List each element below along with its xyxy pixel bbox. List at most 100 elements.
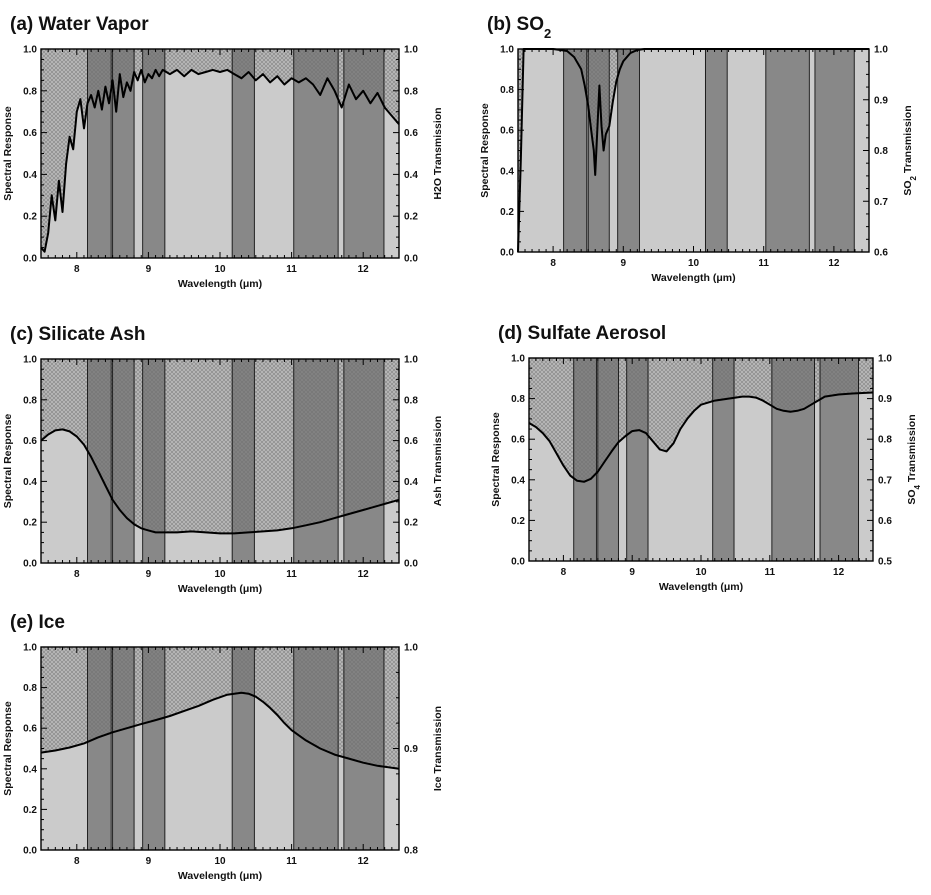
- y-tick-label: 0.4: [23, 477, 37, 488]
- chart-panel-1: (a) Water Vapor 8 9 10 11 12 0.0 0.2 0.4 0.6 0.8 1.…: [2, 14, 444, 290]
- x-tick-label: 12: [828, 258, 840, 269]
- x-tick-label: 11: [286, 856, 297, 867]
- y-tick-label: 0.0: [23, 254, 37, 265]
- y-tick-label: 0.2: [23, 805, 37, 816]
- x-tick-label: 11: [765, 567, 776, 578]
- y-tick-label: 0.0: [23, 846, 37, 857]
- chart-title: (e) Ice: [10, 612, 65, 633]
- y2-tick-label: 0.6: [878, 516, 892, 527]
- y2-tick-label: 1.0: [404, 45, 418, 56]
- y2-tick-label: 1.0: [404, 643, 418, 654]
- chart-panel-4: (d) Sulfate Aerosol 8 9 10 11 12 0.0 0.2 0.4 0.6 0…: [490, 323, 922, 593]
- channel-band-3: [626, 357, 649, 562]
- y-tick-label: 0.8: [500, 85, 514, 96]
- x-tick-label: 10: [695, 567, 707, 578]
- y2-tick-label: 0.0: [404, 559, 418, 570]
- panels: (a) Water Vapor 8 9 10 11 12 0.0 0.2 0.4 0.6 0.8 1.…: [2, 14, 922, 882]
- y-tick-label: 0.8: [23, 86, 37, 97]
- x-tick-label: 11: [286, 264, 297, 275]
- y2-tick-label: 0.6: [404, 128, 418, 139]
- channel-band-6: [814, 48, 855, 253]
- channel-band-6: [343, 48, 385, 259]
- channel-band-1: [573, 357, 597, 562]
- x-tick-label: 9: [621, 258, 627, 269]
- channel-band-1: [87, 646, 112, 851]
- y2-tick-label: 0.8: [404, 395, 418, 406]
- y2-axis-label: H2O Transmission: [432, 107, 444, 199]
- y-tick-label: 0.6: [23, 128, 37, 139]
- x-tick-label: 12: [358, 264, 370, 275]
- y2-tick-label: 0.6: [404, 436, 418, 447]
- y-tick-label: 0.6: [23, 724, 37, 735]
- y-tick-label: 0.4: [500, 166, 514, 177]
- channel-band-2: [587, 48, 610, 253]
- y-tick-label: 0.4: [23, 764, 37, 775]
- channel-band-2: [112, 48, 135, 259]
- x-tick-label: 9: [146, 856, 152, 867]
- y-tick-label: 0.6: [511, 435, 525, 446]
- y-tick-label: 1.0: [511, 354, 525, 365]
- y-tick-label: 0.2: [23, 212, 37, 223]
- x-tick-label: 9: [629, 567, 635, 578]
- y2-tick-label: 0.7: [878, 475, 892, 486]
- y2-axis-label: SO2 Transmission: [902, 105, 918, 195]
- y2-label-main: SO: [906, 489, 918, 504]
- y-axis-label: Spectral Response: [2, 701, 14, 796]
- chart-panel-2: (b) SO2 8 9 10 11 12 0.0 0.2 0.4 0.6 0.8 1.0 0.6 0.7 0…: [479, 14, 918, 284]
- y2-tick-label: 0.4: [404, 477, 418, 488]
- y-axis-label: Spectral Response: [2, 414, 14, 509]
- y2-tick-label: 0.8: [874, 146, 888, 157]
- x-tick-label: 10: [214, 264, 226, 275]
- y-axis-label: Spectral Response: [479, 103, 491, 198]
- channel-band-2: [597, 357, 619, 562]
- y-axis-label: Spectral Response: [2, 106, 14, 201]
- y2-tick-label: 0.2: [404, 212, 418, 223]
- y-tick-label: 1.0: [500, 45, 514, 56]
- channel-band-4: [231, 48, 255, 259]
- y2-tick-label: 1.0: [874, 45, 888, 56]
- y-tick-label: 0.6: [23, 436, 37, 447]
- x-tick-label: 8: [74, 264, 80, 275]
- y2-axis-label: SO4 Transmission: [906, 414, 922, 504]
- x-tick-label: 8: [74, 569, 80, 580]
- y2-tick-label: 0.8: [878, 435, 892, 446]
- y2-tick-label: 1.0: [404, 355, 418, 366]
- x-tick-label: 12: [833, 567, 845, 578]
- channel-band-6: [819, 357, 860, 562]
- title-subscript: 2: [544, 26, 551, 41]
- y2-tick-label: 0.6: [874, 248, 888, 259]
- y2-tick-label: 0.8: [404, 846, 418, 857]
- y2-axis-label: Ash Transmission: [432, 416, 444, 506]
- channel-band-5: [293, 646, 339, 851]
- y2-tick-label: 0.9: [874, 95, 888, 106]
- x-tick-label: 8: [561, 567, 567, 578]
- channel-band-4: [231, 646, 255, 851]
- chart-title: (b) SO2: [487, 14, 551, 41]
- x-axis-label: Wavelength (μm): [178, 870, 262, 882]
- y2-tick-label: 0.7: [874, 197, 888, 208]
- channel-band-6: [343, 358, 385, 564]
- x-tick-label: 8: [74, 856, 80, 867]
- channel-band-5: [771, 357, 815, 562]
- y-tick-label: 0.4: [23, 170, 37, 181]
- chart-panel-3: (c) Silicate Ash 8 9 10 11 12 0.0 0.2 0.4 0.6 0.8 1…: [2, 324, 444, 595]
- y-tick-label: 0.0: [511, 557, 525, 568]
- x-tick-label: 9: [146, 569, 152, 580]
- x-axis-label: Wavelength (μm): [651, 272, 735, 284]
- y-tick-label: 0.8: [511, 394, 525, 405]
- y-tick-label: 0.2: [500, 207, 514, 218]
- x-tick-label: 10: [688, 258, 700, 269]
- x-tick-label: 12: [358, 569, 370, 580]
- y2-axis-label: Ice Transmission: [432, 706, 444, 791]
- y-tick-label: 0.0: [500, 248, 514, 259]
- y2-label-rest: Transmission: [902, 105, 914, 176]
- chart-title: (a) Water Vapor: [10, 14, 149, 35]
- channel-band-3: [142, 646, 166, 851]
- y2-tick-label: 0.0: [404, 254, 418, 265]
- y-tick-label: 1.0: [23, 45, 37, 56]
- transmission-line: [528, 391, 874, 483]
- y2-label-subscript: 2: [909, 175, 918, 180]
- channel-band-6: [343, 646, 385, 851]
- transmission-line: [40, 68, 400, 253]
